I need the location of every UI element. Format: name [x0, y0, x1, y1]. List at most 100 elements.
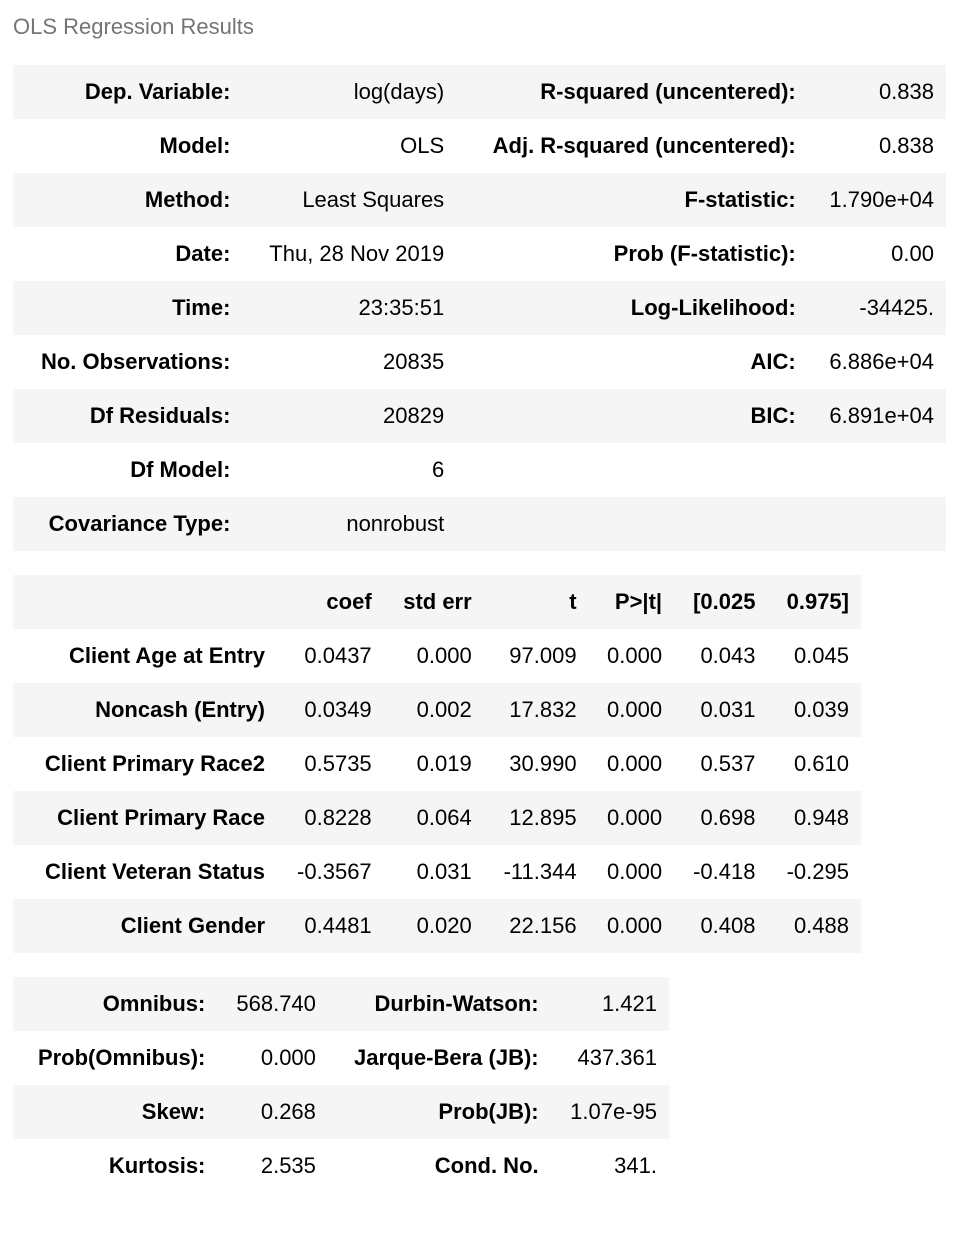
coefficient-header-row: coef std err t P>|t| [0.025 0.975]	[13, 575, 861, 629]
coefficient-cell: 0.537	[700, 751, 756, 776]
diagnostics-left-label: Kurtosis:	[108, 1153, 206, 1178]
coefficient-cell: 0.020	[383, 899, 484, 953]
coefficient-row: Client Veteran Status -0.3567 0.031 -11.344…	[13, 845, 861, 899]
summary-right-value: 6.886e+04	[829, 349, 934, 374]
coefficient-cell: 30.990	[509, 751, 577, 776]
summary-right-value	[808, 443, 946, 497]
coefficient-variable-name: Client Veteran Status	[44, 859, 266, 884]
coefficient-cell: -0.3567	[297, 859, 372, 884]
coefficient-cell: 0.8228	[277, 791, 384, 845]
coefficient-cell: -11.344	[503, 859, 577, 884]
diagnostics-right-value: 1.07e-95	[550, 1085, 669, 1139]
coefficient-cell: 0.000	[607, 751, 663, 776]
summary-right-label: Log-Likelihood:	[456, 281, 808, 335]
summary-left-value: 23:35:51	[242, 281, 457, 335]
diagnostics-row: Omnibus: 568.740 Durbin-Watson: 1.421	[13, 977, 669, 1031]
coefficient-cell: 12.895	[483, 791, 589, 845]
coefficient-row: Client Primary Race 0.8228 0.064 12.895 0.00…	[13, 791, 861, 845]
coefficient-cell: 17.832	[483, 683, 589, 737]
coefficient-cell: 0.000	[607, 859, 663, 884]
coefficient-cell: 0.948	[767, 791, 861, 845]
diagnostics-row: Kurtosis: 2.535 Cond. No. 341.	[13, 1139, 669, 1193]
summary-row: Df Model: 6	[13, 443, 946, 497]
summary-left-label: Date:	[175, 241, 231, 266]
diagnostics-left-label: Prob(Omnibus):	[37, 1045, 206, 1070]
summary-right-value: 0.838	[807, 65, 946, 119]
coefficient-cell: 97.009	[509, 643, 577, 668]
diagnostics-left-value: 2.535	[260, 1153, 316, 1178]
coefficient-column-header: 0.975]	[767, 575, 861, 629]
table-caption: OLS Regression Results	[13, 14, 254, 39]
summary-left-label: No. Observations:	[40, 349, 231, 374]
summary-left-value: 20835	[383, 349, 445, 374]
coefficient-variable-name: Client Age at Entry	[69, 643, 266, 668]
summary-left-label: Df Model:	[130, 457, 231, 482]
coefficient-cell: 0.039	[767, 683, 861, 737]
diagnostics-left-value: 0.000	[260, 1045, 316, 1070]
summary-right-label: F-statistic:	[456, 173, 808, 227]
coefficient-cell: 0.064	[383, 791, 484, 845]
diagnostics-right-value: 437.361	[577, 1045, 657, 1070]
summary-left-label: Time:	[13, 281, 243, 335]
coefficient-cell: 0.488	[767, 899, 861, 953]
coefficient-cell: 0.031	[674, 683, 768, 737]
summary-right-label	[456, 443, 808, 497]
coefficient-column-header: coef	[277, 575, 384, 629]
summary-row: Model: OLS Adj. R-squared (uncentered): 0.8…	[13, 119, 946, 173]
summary-right-label: BIC:	[456, 389, 808, 443]
coefficient-cell: 22.156	[483, 899, 589, 953]
coefficient-row: Client Gender 0.4481 0.020 22.156 0.000 0.408…	[13, 899, 861, 953]
coefficient-cell: 0.019	[416, 751, 472, 776]
coefficient-cell: 0.5735	[304, 751, 372, 776]
summary-right-label: R-squared (uncentered):	[456, 65, 808, 119]
summary-left-label: Model:	[159, 133, 231, 158]
diagnostics-right-label: Durbin-Watson:	[327, 977, 551, 1031]
coefficient-cell: 0.0349	[277, 683, 384, 737]
summary-right-label	[456, 497, 808, 551]
diagnostics-left-value: 568.740	[217, 977, 328, 1031]
coefficient-row: Client Age at Entry 0.0437 0.000 97.009 0.00…	[13, 629, 861, 683]
diagnostics-table: Omnibus: 568.740 Durbin-Watson: 1.421 Prob(O…	[13, 977, 669, 1193]
summary-row: Dep. Variable: log(days) R-squared (uncent…	[13, 65, 946, 119]
coefficient-cell: 0.000	[588, 899, 675, 953]
coefficient-cell: 0.610	[793, 751, 849, 776]
diagnostics-left-label: Omnibus:	[13, 977, 218, 1031]
coefficient-variable-name: Noncash (Entry)	[13, 683, 278, 737]
coefficient-cell: 0.000	[588, 791, 675, 845]
coefficient-column-header	[13, 575, 278, 629]
coefficient-cell: 0.4481	[277, 899, 384, 953]
summary-left-label: Covariance Type:	[13, 497, 243, 551]
diagnostics-left-value: 0.268	[217, 1085, 328, 1139]
summary-right-value: 6.891e+04	[807, 389, 946, 443]
summary-left-value: nonrobust	[242, 497, 457, 551]
summary-right-value: 0.00	[891, 241, 934, 266]
coefficient-cell: -0.295	[786, 859, 849, 884]
coefficient-column-header: [0.025	[674, 575, 768, 629]
summary-row: Date: Thu, 28 Nov 2019 Prob (F-statistic):…	[13, 227, 946, 281]
model-summary-table: Dep. Variable: log(days) R-squared (uncent…	[13, 65, 946, 551]
diagnostics-right-label: Jarque-Bera (JB):	[354, 1045, 539, 1070]
diagnostics-right-label: Prob(JB):	[327, 1085, 551, 1139]
coefficient-column-header: std err	[383, 575, 484, 629]
summary-right-label: AIC:	[750, 349, 796, 374]
summary-left-label: Dep. Variable:	[13, 65, 243, 119]
summary-right-value: -34425.	[807, 281, 946, 335]
summary-left-label: Df Residuals:	[13, 389, 243, 443]
coefficient-cell: 0.000	[416, 643, 472, 668]
coefficient-row: Client Primary Race2 0.5735 0.019 30.990 0.0…	[13, 737, 861, 791]
summary-row: Covariance Type: nonrobust	[13, 497, 946, 551]
summary-left-label: Method:	[13, 173, 243, 227]
coefficient-column-header: P>|t|	[588, 575, 675, 629]
summary-left-value: 6	[431, 457, 445, 482]
coefficient-cell: 0.002	[383, 683, 484, 737]
summary-row: Method: Least Squares F-statistic: 1.790e+0…	[13, 173, 946, 227]
diagnostics-right-value: 341.	[614, 1153, 657, 1178]
summary-right-label: Adj. R-squared (uncentered):	[492, 133, 796, 158]
summary-right-value: 0.838	[878, 133, 934, 158]
diagnostics-row: Skew: 0.268 Prob(JB): 1.07e-95	[13, 1085, 669, 1139]
coefficient-table: coef std err t P>|t| [0.025 0.975] Client Age…	[13, 575, 861, 953]
summary-right-label: Prob (F-statistic):	[613, 241, 796, 266]
coefficient-variable-name: Client Gender	[13, 899, 278, 953]
summary-right-value	[807, 497, 946, 551]
coefficient-cell: 0.408	[674, 899, 768, 953]
